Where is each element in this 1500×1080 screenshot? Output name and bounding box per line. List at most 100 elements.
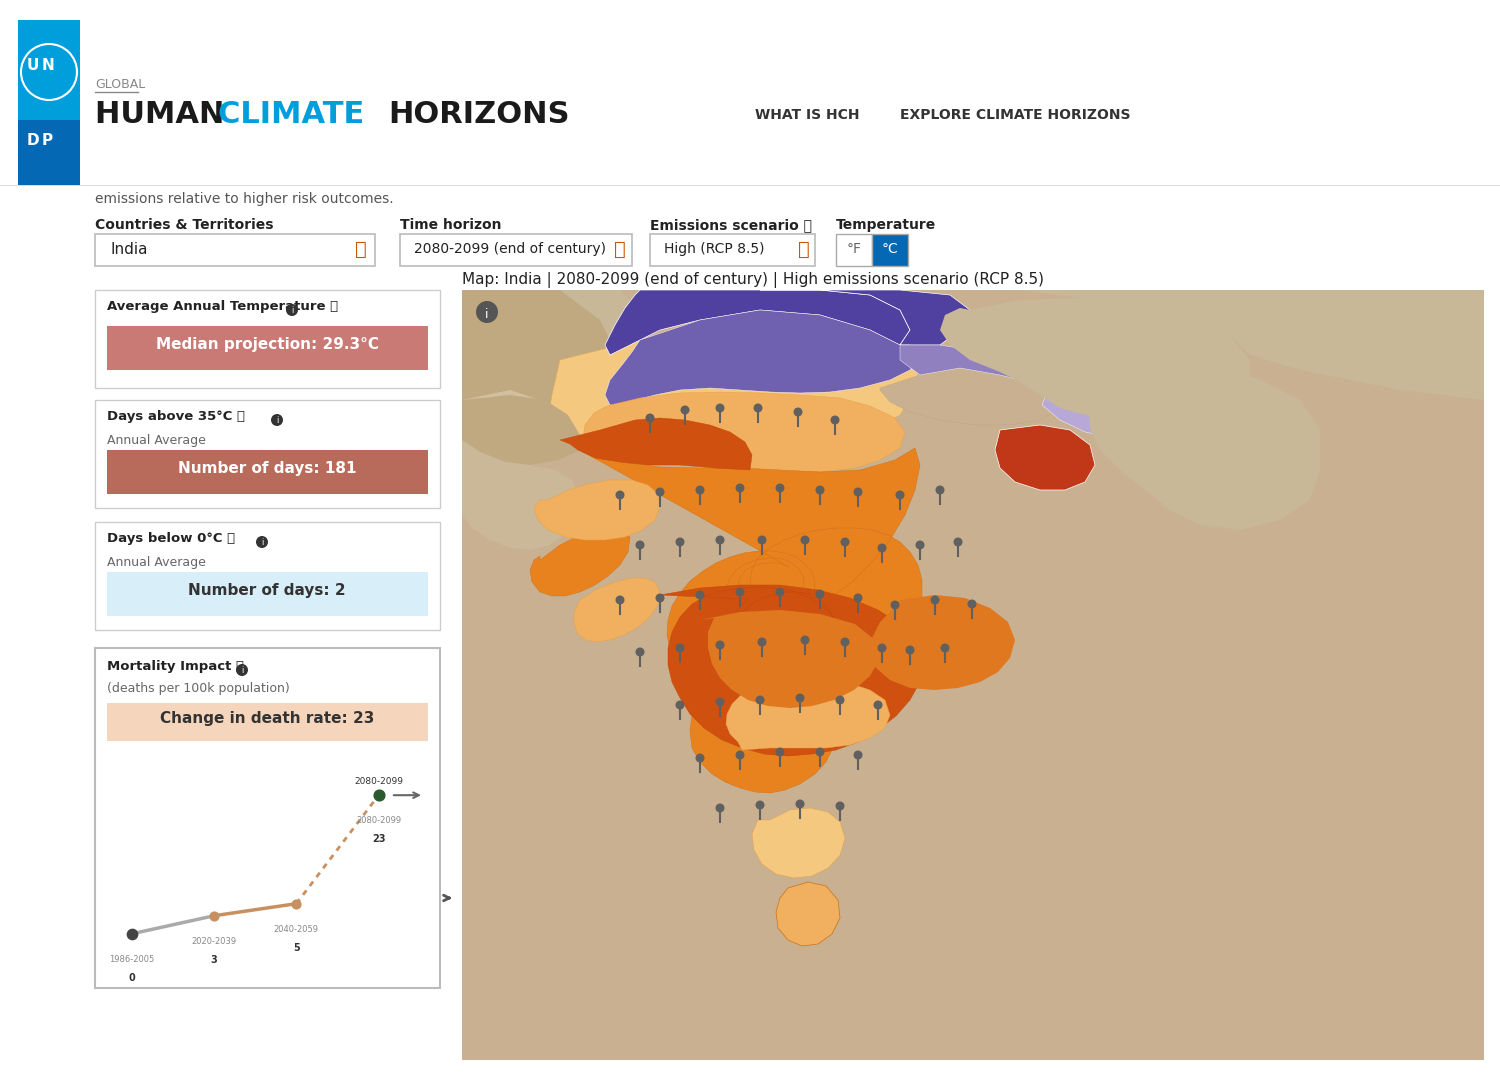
Polygon shape xyxy=(940,298,1250,426)
Text: i: i xyxy=(242,666,243,675)
Circle shape xyxy=(656,487,664,497)
Circle shape xyxy=(795,693,804,702)
Polygon shape xyxy=(1042,365,1185,438)
Circle shape xyxy=(776,588,784,596)
Circle shape xyxy=(735,484,744,492)
Text: Mortality Impact ⓘ: Mortality Impact ⓘ xyxy=(106,660,244,673)
Polygon shape xyxy=(870,595,1016,690)
Circle shape xyxy=(906,646,915,654)
Text: Time horizon: Time horizon xyxy=(400,218,501,232)
Circle shape xyxy=(794,407,802,417)
Text: i: i xyxy=(291,306,292,315)
Text: 1986-2005: 1986-2005 xyxy=(110,955,154,964)
Bar xyxy=(0,0,1500,200)
Text: GLOBAL: GLOBAL xyxy=(94,78,146,91)
Polygon shape xyxy=(462,291,640,360)
Circle shape xyxy=(968,599,976,608)
Text: U: U xyxy=(27,58,39,73)
Point xyxy=(366,786,390,804)
Bar xyxy=(462,291,1484,1059)
Bar xyxy=(106,326,427,370)
Polygon shape xyxy=(1088,362,1320,530)
Circle shape xyxy=(878,543,886,553)
Text: Number of days: 2: Number of days: 2 xyxy=(188,583,346,598)
Circle shape xyxy=(840,637,849,647)
Polygon shape xyxy=(604,310,920,405)
Polygon shape xyxy=(560,418,752,470)
Circle shape xyxy=(735,751,744,759)
Text: WHAT IS HCH: WHAT IS HCH xyxy=(754,108,859,122)
Circle shape xyxy=(716,804,724,812)
Bar xyxy=(18,21,80,185)
Bar xyxy=(871,234,907,266)
Text: EXPLORE CLIMATE HORIZONS: EXPLORE CLIMATE HORIZONS xyxy=(900,108,1131,122)
Polygon shape xyxy=(752,808,844,878)
Text: Days below 0°C ⓘ: Days below 0°C ⓘ xyxy=(106,532,236,545)
Circle shape xyxy=(256,536,268,548)
Polygon shape xyxy=(534,480,660,540)
Circle shape xyxy=(915,540,924,550)
Text: Annual Average: Annual Average xyxy=(106,556,206,569)
Text: (deaths per 100k population): (deaths per 100k population) xyxy=(106,681,290,696)
Text: India: India xyxy=(110,242,147,257)
Text: Average Annual Temperature ⓘ: Average Annual Temperature ⓘ xyxy=(106,300,338,313)
Bar xyxy=(18,21,80,120)
Circle shape xyxy=(816,747,825,756)
Circle shape xyxy=(615,595,624,605)
Circle shape xyxy=(836,696,844,704)
Polygon shape xyxy=(462,390,555,460)
Polygon shape xyxy=(462,291,620,460)
Circle shape xyxy=(636,648,645,657)
Circle shape xyxy=(476,301,498,323)
Text: Emissions scenario ⓘ: Emissions scenario ⓘ xyxy=(650,218,812,232)
Bar xyxy=(836,234,872,266)
Polygon shape xyxy=(900,291,1484,400)
Text: Map: India | 2080-2099 (end of century) | High emissions scenario (RCP 8.5): Map: India | 2080-2099 (end of century) … xyxy=(462,272,1044,288)
Point xyxy=(202,907,226,924)
Polygon shape xyxy=(604,291,910,355)
Text: 5: 5 xyxy=(292,943,300,953)
Polygon shape xyxy=(900,345,1070,395)
Circle shape xyxy=(716,640,724,649)
Polygon shape xyxy=(760,291,970,345)
Polygon shape xyxy=(530,525,630,596)
Circle shape xyxy=(758,536,766,544)
Circle shape xyxy=(756,800,765,810)
Polygon shape xyxy=(548,310,920,450)
Circle shape xyxy=(795,799,804,809)
Text: 2080-2099: 2080-2099 xyxy=(356,816,401,825)
Circle shape xyxy=(840,538,849,546)
Text: ⌵: ⌵ xyxy=(615,240,626,259)
Text: 2020-2039: 2020-2039 xyxy=(192,936,237,946)
Point xyxy=(285,895,309,913)
Circle shape xyxy=(656,594,664,603)
Circle shape xyxy=(681,405,690,415)
Text: Days above 35°C ⓘ: Days above 35°C ⓘ xyxy=(106,410,244,423)
Circle shape xyxy=(896,490,904,499)
Text: Temperature: Temperature xyxy=(836,218,936,232)
Circle shape xyxy=(936,486,945,495)
Bar xyxy=(650,234,814,266)
Text: P: P xyxy=(42,133,52,148)
Circle shape xyxy=(954,538,963,546)
Text: N: N xyxy=(42,58,54,73)
Circle shape xyxy=(716,404,724,413)
Text: Countries & Territories: Countries & Territories xyxy=(94,218,273,232)
Text: ⌵: ⌵ xyxy=(356,240,368,259)
Circle shape xyxy=(615,490,624,499)
Circle shape xyxy=(696,754,705,762)
Polygon shape xyxy=(776,882,840,946)
Text: i: i xyxy=(261,538,262,546)
Circle shape xyxy=(696,591,705,599)
Polygon shape xyxy=(660,585,922,756)
Text: High (RCP 8.5): High (RCP 8.5) xyxy=(664,242,765,256)
Circle shape xyxy=(645,414,654,422)
Circle shape xyxy=(776,747,784,756)
Circle shape xyxy=(675,701,684,710)
Text: Median projection: 29.3°C: Median projection: 29.3°C xyxy=(156,337,378,352)
Text: 0: 0 xyxy=(129,973,135,983)
Circle shape xyxy=(286,303,298,316)
Circle shape xyxy=(716,698,724,706)
Circle shape xyxy=(236,664,248,676)
Bar xyxy=(106,703,427,741)
